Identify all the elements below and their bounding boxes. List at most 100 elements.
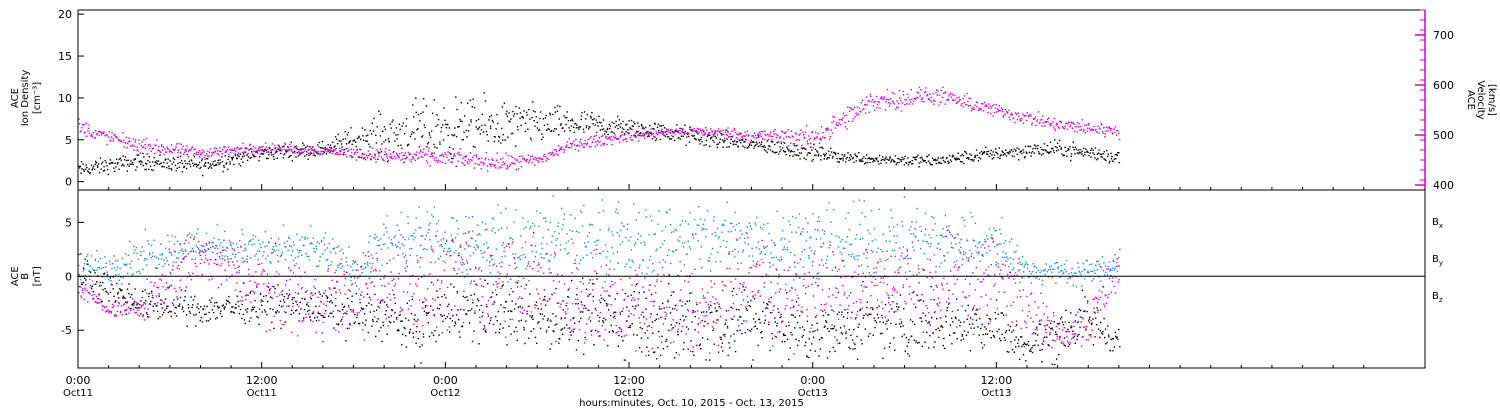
velocity-point	[103, 131, 105, 133]
ion-density-point	[168, 167, 170, 170]
bx-point	[753, 318, 755, 320]
by-point	[554, 231, 556, 233]
ion-density-point	[874, 157, 877, 160]
bx-point	[318, 291, 320, 293]
bx-point	[548, 326, 550, 328]
velocity-point	[1073, 130, 1076, 133]
bx-point	[997, 313, 999, 316]
ion-density-point	[231, 159, 233, 161]
ion-density-point	[696, 131, 698, 133]
ion-density-point	[889, 157, 891, 159]
by-point	[160, 258, 163, 260]
ion-density-point	[913, 156, 915, 159]
by-point	[372, 262, 374, 265]
ion-density-point	[96, 164, 99, 167]
bx-point	[931, 317, 933, 319]
velocity-point	[782, 131, 784, 133]
ion-density-point	[870, 158, 872, 160]
velocity-point	[764, 130, 766, 132]
by-point	[440, 255, 442, 257]
velocity-point	[568, 138, 571, 140]
by-point	[235, 243, 238, 245]
by-point	[427, 231, 429, 234]
velocity-point	[732, 141, 735, 143]
by-point	[532, 235, 534, 238]
ion-density-point	[595, 131, 598, 133]
velocity-point	[821, 136, 824, 138]
velocity-point	[364, 159, 367, 161]
by-point	[604, 244, 607, 246]
velocity-point	[522, 158, 524, 160]
by-point	[189, 250, 191, 253]
ion-density-point	[518, 107, 521, 109]
ion-density-point	[217, 162, 219, 164]
velocity-point	[1030, 115, 1032, 117]
bx-point	[574, 322, 576, 324]
ion-density-point	[877, 160, 879, 163]
ion-density-point	[167, 158, 169, 160]
bx-point	[310, 298, 312, 300]
ion-density-point	[907, 164, 910, 166]
bx-point	[369, 311, 372, 313]
velocity-point	[540, 157, 542, 160]
by-point	[396, 224, 398, 226]
velocity-point	[845, 114, 847, 117]
density-tick-label: 20	[58, 8, 72, 21]
bx-point	[914, 323, 916, 326]
velocity-tick-label: 400	[1433, 179, 1454, 192]
velocity-point	[1057, 126, 1060, 128]
bx-point	[511, 300, 513, 302]
velocity-point	[877, 100, 879, 103]
ion-density-point	[804, 148, 806, 150]
by-point	[200, 244, 203, 247]
velocity-point	[947, 98, 949, 100]
ion-density-point	[425, 105, 428, 107]
velocity-point	[1114, 126, 1117, 128]
velocity-point	[326, 148, 328, 150]
density-tick-label: 10	[58, 92, 72, 105]
by-point	[179, 244, 182, 246]
bx-point	[89, 271, 92, 273]
bx-point	[765, 307, 767, 310]
velocity-point	[873, 101, 875, 104]
velocity-point	[1048, 123, 1051, 125]
velocity-point	[161, 149, 164, 151]
ion-density-point	[203, 165, 205, 167]
ion-density-point	[290, 141, 292, 143]
bx-point	[183, 299, 185, 302]
ion-density-point	[774, 143, 776, 146]
by-point	[430, 248, 433, 250]
ion-density-point	[145, 168, 147, 171]
bx-point	[282, 299, 285, 301]
ion-density-point	[919, 157, 921, 159]
ion-density-point	[1097, 158, 1099, 160]
bx-point	[696, 303, 698, 306]
bx-point	[728, 342, 730, 344]
by-point	[306, 255, 308, 258]
bx-point	[560, 318, 563, 320]
bx-point	[495, 294, 498, 296]
by-point	[628, 259, 630, 261]
velocity-point	[649, 131, 651, 133]
velocity-point	[154, 152, 156, 155]
by-point	[137, 258, 140, 260]
velocity-point	[799, 133, 801, 135]
by-point	[168, 264, 170, 266]
by-point	[434, 261, 436, 264]
ion-density-point	[554, 111, 556, 113]
by-point	[224, 230, 226, 233]
velocity-point	[593, 135, 595, 137]
bx-point	[184, 296, 186, 298]
bx-point	[289, 293, 291, 295]
velocity-point	[696, 127, 699, 130]
velocity-point	[528, 160, 531, 162]
velocity-point	[866, 103, 868, 106]
by-point	[548, 259, 550, 261]
ion-density-point	[519, 112, 522, 114]
ion-density-point	[401, 147, 403, 150]
bx-point	[1112, 338, 1115, 340]
ion-density-point	[410, 133, 413, 135]
ion-density-point	[806, 154, 809, 156]
by-point	[287, 249, 289, 252]
velocity-point	[753, 132, 755, 134]
